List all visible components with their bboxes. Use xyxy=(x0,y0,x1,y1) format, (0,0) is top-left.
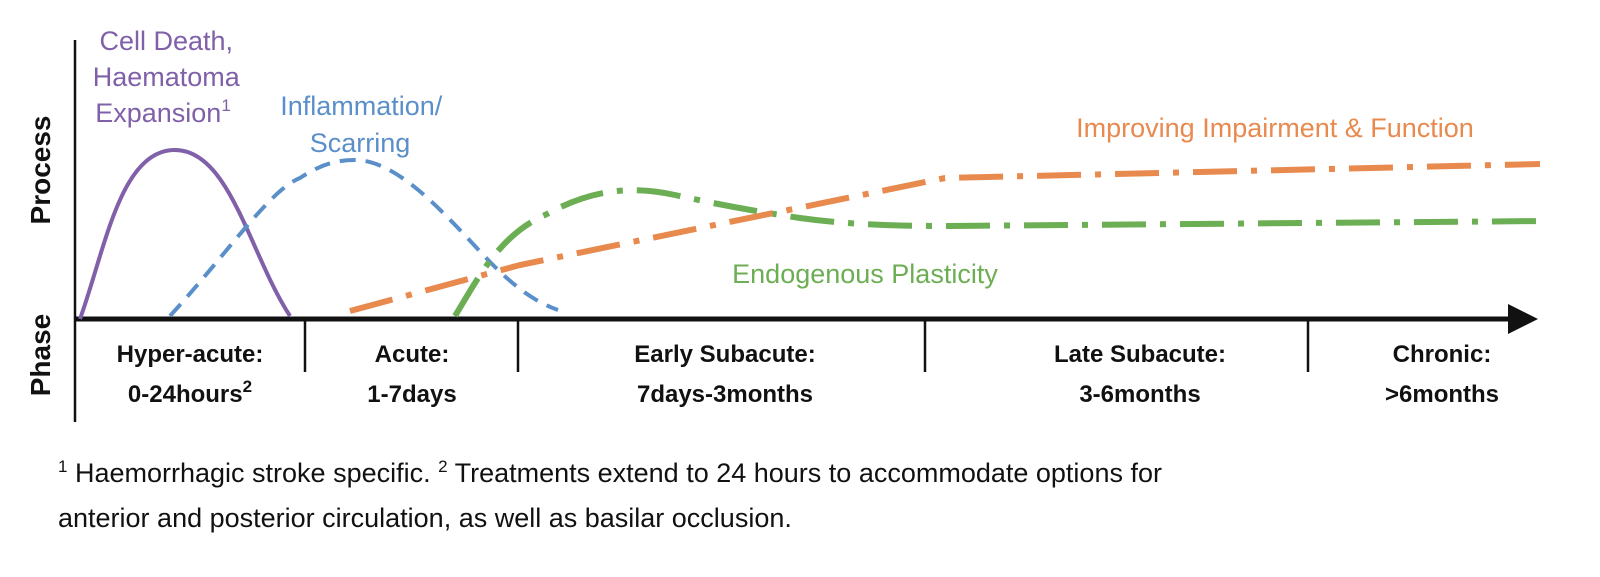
phase-chronic-range: >6months xyxy=(1385,381,1499,408)
cell-death-label: Cell Death, Haematoma Expansion1 xyxy=(93,26,248,128)
phase-acute: Acute: 1-7days xyxy=(367,341,456,408)
phase-hyper-acute: Hyper-acute: 0-24hours2 xyxy=(117,341,264,408)
phase-hyper-acute-range: 0-24hours2 xyxy=(128,377,252,408)
footnote-line-2: anterior and posterior circulation, as w… xyxy=(58,503,792,533)
phase-acute-name: Acute: xyxy=(375,341,450,368)
improving-function-label: Improving Impairment & Function xyxy=(1076,113,1474,143)
plasticity-curve xyxy=(452,187,1546,318)
improving-function-curve xyxy=(349,161,1541,314)
x-axis-arrowhead xyxy=(1508,304,1538,334)
phase-early-subacute: Early Subacute: 7days-3months xyxy=(634,341,815,408)
phase-early-subacute-name: Early Subacute: xyxy=(634,341,815,368)
phase-early-subacute-range: 7days-3months xyxy=(637,381,813,408)
phase-hyper-acute-name: Hyper-acute: xyxy=(117,341,264,368)
y-axis-title-phase: Phase xyxy=(25,314,56,397)
phase-late-subacute-name: Late Subacute: xyxy=(1054,341,1226,368)
phase-late-subacute: Late Subacute: 3-6months xyxy=(1054,341,1226,408)
phase-chronic-name: Chronic: xyxy=(1393,341,1492,368)
phase-late-subacute-range: 3-6months xyxy=(1079,381,1200,408)
phase-acute-range: 1-7days xyxy=(367,381,456,408)
inflammation-label: Inflammation/ Scarring xyxy=(280,91,450,158)
y-axis-title-process: Process xyxy=(25,116,56,225)
footnote-line-1: 1 Haemorrhagic stroke specific. 2 Treatm… xyxy=(58,457,1162,488)
plasticity-label: Endogenous Plasticity xyxy=(732,259,998,289)
inflammation-curve xyxy=(168,157,559,318)
phase-chronic: Chronic: >6months xyxy=(1385,341,1499,408)
cell-death-curve xyxy=(78,147,292,320)
